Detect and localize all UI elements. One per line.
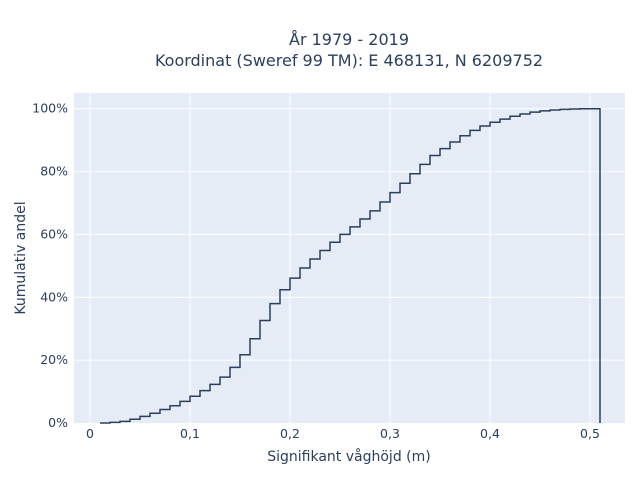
plot-area: [74, 93, 625, 423]
y-axis-label: Kumulativ andel: [13, 201, 29, 314]
y-tick-label: 0%: [48, 415, 68, 430]
chart-subtitle: Koordinat (Sweref 99 TM): E 468131, N 62…: [155, 51, 543, 70]
x-axis-label: Signifikant våghöjd (m): [267, 448, 430, 465]
x-tick-label: 0,4: [480, 426, 500, 441]
grid: [74, 93, 625, 423]
cdf-step-line: [100, 107, 601, 424]
x-tick-label: 0: [86, 426, 94, 441]
x-tick-label: 0,5: [580, 426, 600, 441]
x-tick-label: 0,1: [180, 426, 200, 441]
y-tick-label: 100%: [32, 101, 68, 116]
chart-title: År 1979 - 2019: [289, 30, 409, 49]
x-tick-label: 0,3: [380, 426, 400, 441]
y-tick-label: 20%: [40, 352, 68, 367]
x-tick-label: 0,2: [280, 426, 300, 441]
y-tick-label: 60%: [40, 226, 68, 241]
tick-labels: 0 0,1 0,2 0,3 0,4 0,5 0% 20% 40% 60% 80% 100%: [32, 101, 600, 441]
y-tick-label: 40%: [40, 289, 68, 304]
y-tick-label: 80%: [40, 164, 68, 179]
